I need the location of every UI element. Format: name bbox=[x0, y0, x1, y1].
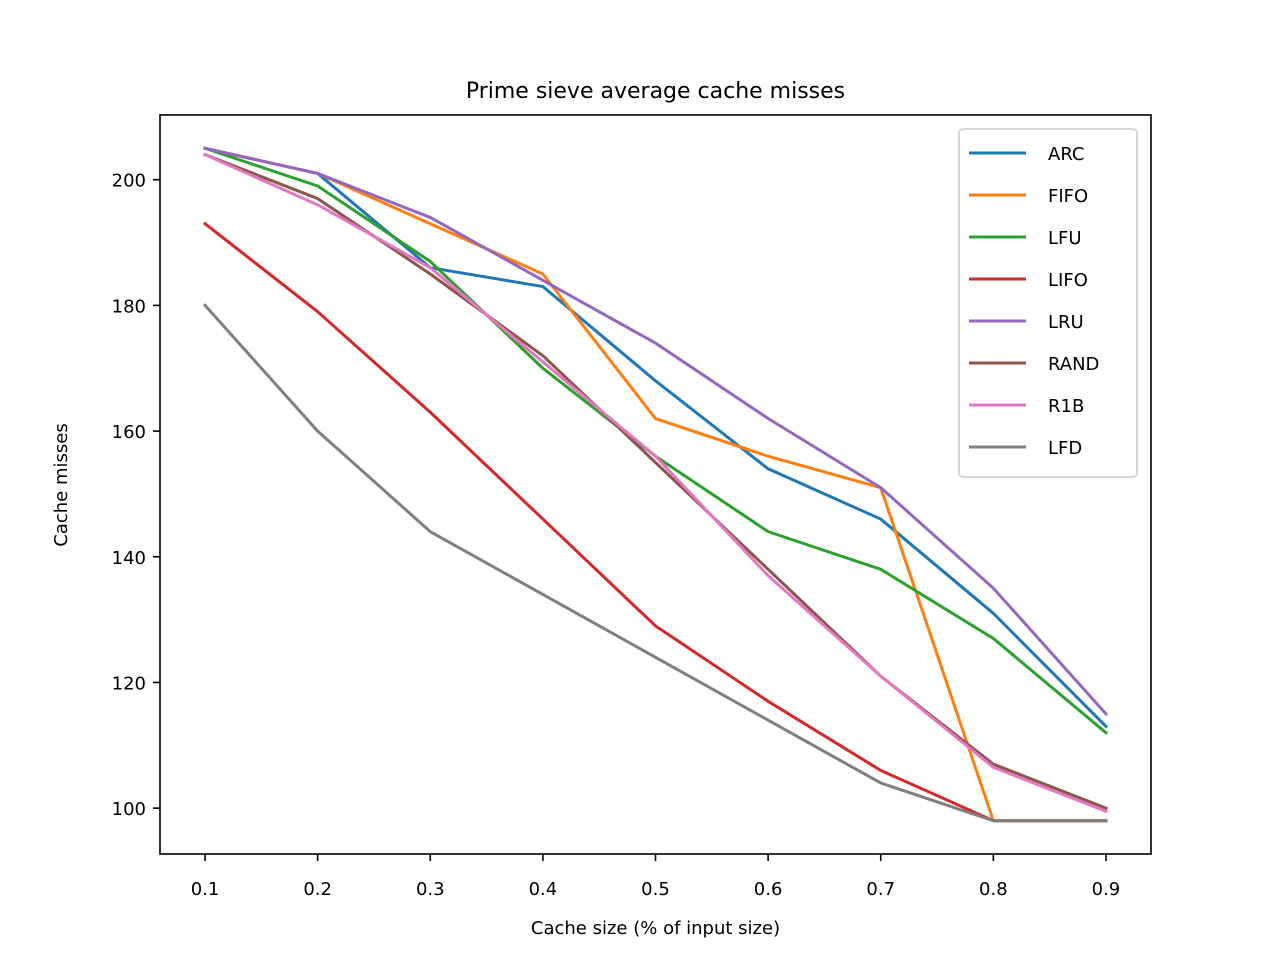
y-axis-label: Cache misses bbox=[51, 423, 72, 546]
legend-label-rand: RAND bbox=[1048, 354, 1099, 375]
series-line-fifo bbox=[203, 146, 1108, 823]
series-line-r1b bbox=[203, 152, 1108, 814]
legend-label-lifo: LIFO bbox=[1048, 270, 1088, 291]
x-tick-label: 0.7 bbox=[866, 879, 895, 900]
plot-area: 0.1 0.2 0.3 0.4 0.5 0.6 0.7 0.8 0.9 100 120 140 160 1… bbox=[112, 114, 1152, 900]
y-tick-label: 200 bbox=[112, 171, 146, 192]
legend-label-r1b: R1B bbox=[1048, 396, 1084, 417]
legend-box bbox=[958, 128, 1138, 478]
y-tick-label: 160 bbox=[112, 422, 146, 443]
series-line-rand bbox=[203, 152, 1108, 811]
legend-label-lfd: LFD bbox=[1048, 438, 1082, 459]
y-tick-label: 180 bbox=[112, 296, 146, 317]
y-tick-label: 120 bbox=[112, 673, 146, 694]
legend-label-arc: ARC bbox=[1048, 144, 1085, 165]
legend-label-lru: LRU bbox=[1048, 312, 1084, 333]
series-line-lfd bbox=[202, 303, 1108, 823]
series-line-lifo bbox=[202, 221, 1108, 823]
chart-title: Prime sieve average cache misses bbox=[466, 79, 845, 104]
x-tick-label: 0.5 bbox=[641, 879, 670, 900]
y-tick-label: 100 bbox=[112, 799, 146, 820]
x-tick-label: 0.8 bbox=[979, 879, 1008, 900]
x-tick-label: 0.2 bbox=[303, 879, 332, 900]
series-line-arc bbox=[203, 146, 1109, 729]
x-tick-label: 0.1 bbox=[191, 879, 220, 900]
x-tick-label: 0.3 bbox=[416, 879, 445, 900]
x-tick-label: 0.6 bbox=[754, 879, 783, 900]
series-line-lru bbox=[203, 146, 1109, 716]
y-tick-label: 140 bbox=[112, 548, 146, 569]
x-tick-label: 0.4 bbox=[529, 879, 558, 900]
x-tick-label: 0.9 bbox=[1092, 879, 1121, 900]
legend-label-fifo: FIFO bbox=[1048, 186, 1088, 207]
x-axis-label: Cache size (% of input size) bbox=[531, 918, 780, 939]
legend-label-lfu: LFU bbox=[1048, 228, 1082, 249]
